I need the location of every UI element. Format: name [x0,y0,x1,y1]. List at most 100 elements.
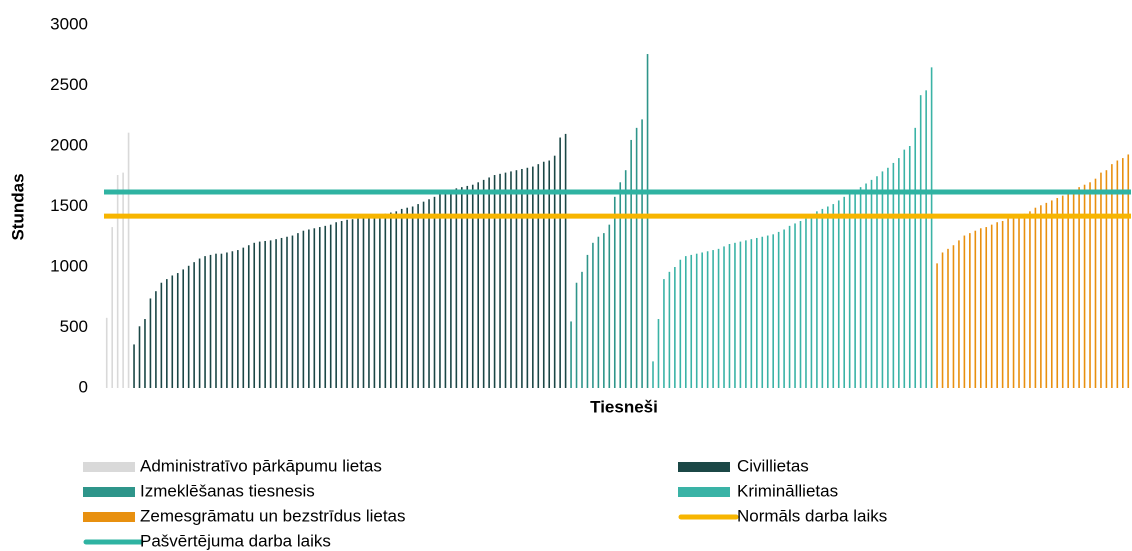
legend-label: Administratīvo pārkāpumu lietas [140,456,382,475]
bar [559,137,561,388]
bar [646,54,649,388]
bar [772,234,774,388]
bar [280,237,283,388]
bar [657,319,660,388]
bar [761,236,764,388]
bar [652,361,654,388]
bar [368,217,370,388]
bar [799,221,802,388]
bar [488,177,490,388]
bar [176,273,179,388]
bar [389,212,392,388]
bar [674,267,676,388]
bar [357,218,359,388]
bar [739,241,742,388]
bar [1094,178,1097,388]
y-tick-label: 0 [79,377,88,396]
bar [892,162,895,388]
bar [990,224,993,388]
bar [837,200,840,388]
bar [930,67,933,388]
bar [1007,218,1009,388]
bar [575,282,578,388]
y-axis-title: Stundas [8,173,27,240]
bar [690,254,693,388]
bar [865,183,867,388]
bar [379,214,381,388]
bar [1105,170,1108,388]
bar [635,127,638,388]
bar [231,251,234,388]
bar [810,214,813,388]
bar [373,216,376,388]
bar [859,187,862,388]
bar [919,95,922,389]
bar [969,233,971,388]
bar [777,231,780,388]
bar [187,265,190,388]
bar [302,230,305,388]
bar [756,237,758,388]
bar [526,167,529,388]
bar [712,250,714,388]
bar [297,233,299,388]
bar [832,204,835,388]
bar [734,242,736,388]
bar [1089,182,1091,388]
bar [941,252,944,388]
bar [706,251,709,388]
bar [166,279,168,388]
bar [996,222,998,388]
bar [548,160,551,388]
bar [745,240,747,388]
bar [979,228,982,388]
bar [275,239,277,388]
bar [898,158,900,388]
bar [695,253,698,388]
bar [182,269,185,388]
bar [624,170,627,388]
bar [510,171,512,388]
bar [750,239,753,388]
x-axis-title: Tiesneši [590,397,658,416]
legend-label: Pašvērtējuma darba laiks [140,531,331,550]
bar [816,211,818,388]
bar [209,254,212,388]
bar [247,245,250,388]
bar [925,90,927,388]
bar [766,235,769,388]
bar [133,344,135,388]
bar [553,155,556,388]
bar [1056,198,1059,388]
bar [351,219,354,388]
bar [821,208,824,388]
bar [149,298,152,388]
bar [1072,189,1075,388]
bar [848,194,851,388]
bar [613,196,616,388]
bar [105,317,108,388]
bar [264,240,266,388]
legend-label: Krimināllietas [737,481,838,500]
bar [155,291,157,388]
bar [253,242,256,388]
bar [127,132,130,388]
bar [542,161,545,388]
bar [532,166,534,388]
bar [433,196,436,388]
bar [603,233,605,388]
bar [936,263,938,388]
bar [450,189,452,388]
bar [1111,164,1113,388]
bar [963,235,966,388]
bar [515,170,518,388]
bar [1023,213,1026,388]
bar [499,173,501,388]
bar [586,254,589,388]
bar [204,256,206,388]
bar [138,326,141,388]
bar [291,235,294,388]
legend-label: Normāls darba laiks [737,506,887,525]
y-tick-label: 500 [60,317,88,336]
